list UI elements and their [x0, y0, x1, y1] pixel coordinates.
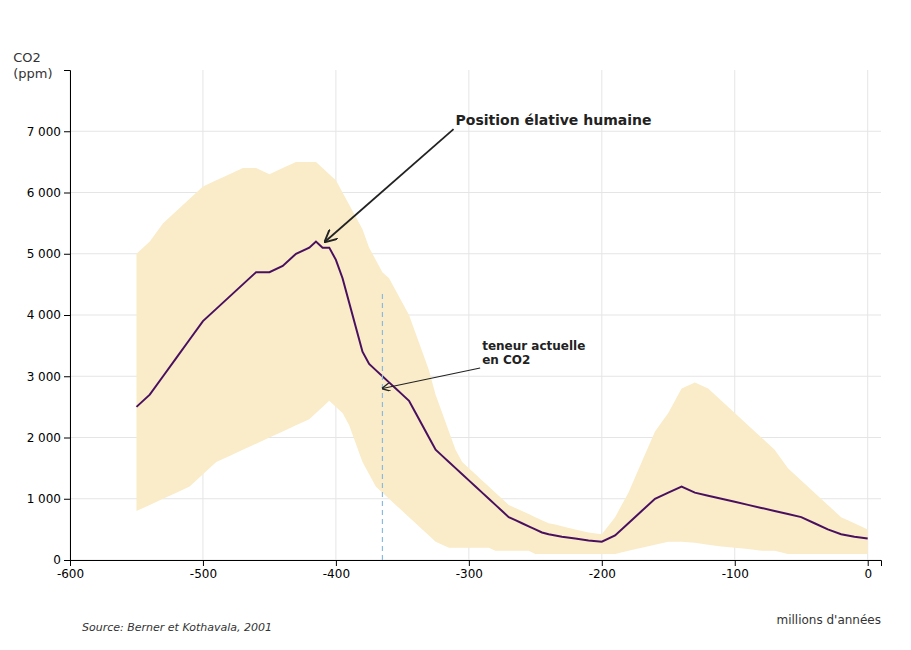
- annotation-line: en CO2: [482, 353, 530, 367]
- tick-mark: [64, 193, 70, 194]
- texts: CO2(ppm) millions d'années Source: Berner …: [13, 50, 881, 633]
- tick: 0: [864, 560, 872, 581]
- tick: -300: [456, 560, 483, 581]
- tick-label: 4 000: [27, 308, 61, 322]
- y-axis-label: CO2(ppm): [13, 50, 52, 81]
- tick: 6 000: [27, 186, 70, 200]
- annotation-arrow: [382, 368, 480, 389]
- reference-line: [382, 291, 383, 561]
- tick-mark: [64, 560, 70, 561]
- annotation-line: teneur actuelle: [482, 339, 585, 353]
- tick: 3 000: [27, 370, 70, 384]
- grid: [70, 70, 881, 560]
- tick: -400: [323, 560, 350, 581]
- tick-mark: [868, 560, 869, 566]
- tick-label: 6 000: [27, 186, 61, 200]
- tick: -500: [190, 560, 217, 581]
- tick: 4 000: [27, 308, 70, 322]
- tick-label: -400: [323, 567, 350, 581]
- tick-mark: [64, 499, 70, 500]
- plot-area: [136, 162, 867, 554]
- tick-label: 7 000: [27, 125, 61, 139]
- tick-label: 2 000: [27, 431, 61, 445]
- x-axis-label: millions d'années: [776, 613, 881, 627]
- tick-mark: [602, 560, 603, 566]
- y-axis-label-line: CO2: [13, 50, 41, 65]
- tick: -100: [722, 560, 749, 581]
- axis-line: [64, 71, 71, 561]
- tick: -200: [589, 560, 616, 581]
- tick: 0: [53, 553, 70, 567]
- source: Source: Berner et Kothavala, 2001: [82, 621, 272, 634]
- tick-label: -600: [57, 567, 84, 581]
- band: [136, 162, 867, 554]
- y-axis: 0 1 000 2 000 3 000 4 000 5 000 6 000 7 000: [27, 71, 71, 568]
- tick-mark: [336, 560, 337, 566]
- tick-label: -100: [722, 567, 749, 581]
- tick-label: -200: [589, 567, 616, 581]
- tick: 7 000: [27, 125, 70, 139]
- grid-line-y: [70, 192, 881, 193]
- tick-label: 0: [53, 553, 61, 567]
- annotation-line: Position élative humaine: [456, 112, 652, 128]
- tick-mark: [64, 376, 70, 377]
- tick-mark: [64, 315, 70, 316]
- tick-label: -300: [456, 567, 483, 581]
- axis-line: [71, 561, 882, 567]
- tick: 2 000: [27, 431, 70, 445]
- tick-mark: [64, 254, 70, 255]
- grid-line-y: [70, 131, 881, 132]
- tick-mark: [735, 560, 736, 566]
- tick-mark: [64, 131, 70, 132]
- tick: 5 000: [27, 247, 70, 261]
- chart: -600 -500 -400 -300 -200 -100 0 0 1 000 2 000 3 00…: [0, 0, 911, 650]
- line: [136, 242, 867, 542]
- annotation: Position élative humaine: [456, 112, 652, 128]
- annotation: teneur actuelleen CO2: [482, 339, 585, 367]
- y-axis-label-line: (ppm): [13, 66, 52, 81]
- tick-mark: [203, 560, 204, 566]
- annotations: Position élative humaine teneur actuellee…: [325, 112, 651, 560]
- tick-mark: [469, 560, 470, 566]
- tick-label: 5 000: [27, 247, 61, 261]
- tick-label: -500: [190, 567, 217, 581]
- annotation-arrow: [325, 129, 453, 241]
- x-axis: -600 -500 -400 -300 -200 -100 0: [57, 560, 882, 581]
- tick: 1 000: [27, 492, 70, 506]
- tick-mark: [64, 438, 70, 439]
- tick-label: 3 000: [27, 370, 61, 384]
- tick-label: 0: [864, 567, 872, 581]
- tick-label: 1 000: [27, 492, 61, 506]
